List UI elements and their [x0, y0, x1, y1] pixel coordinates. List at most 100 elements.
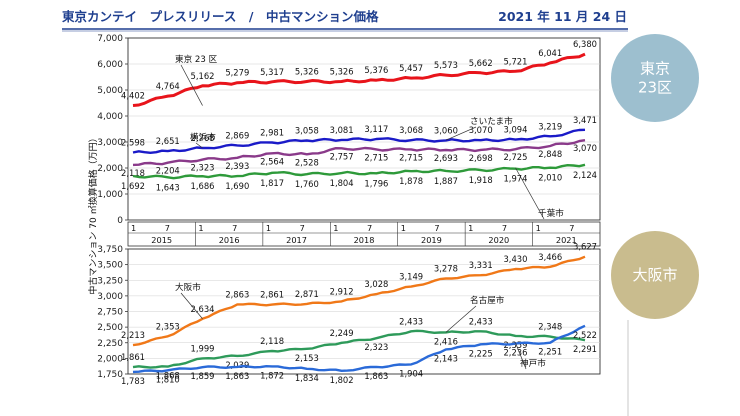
- data-label: 2,768: [191, 133, 215, 143]
- data-label: 1,690: [225, 181, 249, 191]
- data-label: 3,068: [399, 125, 423, 135]
- y-tick-label: 0: [117, 216, 123, 226]
- series-name-label: 神戸市: [520, 357, 546, 369]
- data-label: 1,643: [156, 182, 180, 192]
- data-label: 2,861: [260, 290, 284, 300]
- series-line: [132, 329, 586, 369]
- y-tick-label: 2,750: [97, 308, 123, 318]
- data-label: 2,715: [399, 152, 423, 162]
- series-line: [132, 163, 586, 180]
- data-label: 2,353: [156, 321, 180, 331]
- data-label: 5,162: [191, 71, 215, 81]
- data-label: 2,848: [538, 149, 562, 159]
- data-label: 2,715: [364, 152, 388, 162]
- data-label: 2,118: [121, 168, 145, 178]
- data-label: 3,060: [434, 125, 458, 135]
- series-name-label: さいたま市: [470, 115, 513, 127]
- x-month-tick: 7: [434, 223, 439, 233]
- data-label: 3,058: [295, 125, 319, 135]
- data-label: 5,662: [469, 58, 493, 68]
- data-label: 1,760: [295, 179, 319, 189]
- data-label: 2,348: [538, 322, 562, 332]
- data-label: 1,974: [503, 174, 527, 184]
- y-tick-label: 2,000: [97, 354, 123, 364]
- data-label: 3,094: [503, 125, 527, 135]
- region-badge-text: 大阪市: [632, 266, 677, 284]
- region-badge-text: 東京: [640, 60, 670, 78]
- data-label: 1,904: [399, 368, 423, 378]
- data-label: 2,039: [225, 360, 249, 370]
- data-label: 4,764: [156, 81, 180, 91]
- data-label: 3,466: [538, 252, 562, 262]
- data-label: 3,627: [573, 242, 597, 252]
- data-label: 2,416: [434, 336, 458, 346]
- y-tick-label: 2,250: [97, 339, 123, 349]
- data-label: 2,564: [260, 156, 284, 166]
- data-label: 2,522: [573, 330, 597, 340]
- x-month-tick: 7: [300, 223, 305, 233]
- data-label: 2,249: [330, 328, 354, 338]
- y-tick-label: 3,000: [97, 138, 123, 148]
- data-label: 2,634: [191, 304, 215, 314]
- data-label: 5,326: [330, 67, 354, 77]
- region-badge-text: 23区: [638, 79, 672, 97]
- series-line: [132, 128, 586, 154]
- data-label: 1,887: [434, 176, 458, 186]
- data-label: 3,471: [573, 115, 597, 125]
- data-label: 3,070: [469, 125, 493, 135]
- series-callout-line: [180, 292, 203, 319]
- y-tick-label: 6,000: [97, 60, 123, 70]
- series-name-label: 横浜市: [190, 131, 216, 143]
- data-label: 5,279: [225, 68, 249, 78]
- data-label: 2,598: [121, 137, 145, 147]
- data-label: 2,153: [295, 353, 319, 363]
- y-tick-label: 3,750: [97, 245, 123, 255]
- data-label: 5,457: [399, 63, 423, 73]
- data-label: 6,041: [538, 48, 562, 58]
- x-year-label: 2017: [286, 235, 307, 245]
- x-month-tick: 1: [266, 223, 271, 233]
- x-month-tick: 1: [536, 223, 541, 233]
- data-label: 2,693: [434, 153, 458, 163]
- series-name-label: 名古屋市: [470, 294, 505, 306]
- data-label: 2,118: [260, 336, 284, 346]
- data-label: 2,651: [156, 136, 180, 146]
- data-label: 1,817: [260, 178, 284, 188]
- data-label: 2,225: [469, 348, 493, 358]
- data-label: 2,291: [573, 344, 597, 354]
- data-label: 2,912: [330, 286, 354, 296]
- x-month-tick: 1: [131, 223, 136, 233]
- y-tick-label: 5,000: [97, 86, 123, 96]
- data-label: 2,010: [538, 173, 562, 183]
- data-label: 1,686: [191, 181, 215, 191]
- x-month-tick: 1: [198, 223, 203, 233]
- data-label: 1,810: [156, 374, 180, 384]
- data-label: 2,323: [364, 342, 388, 352]
- data-label: 1,802: [330, 375, 354, 385]
- data-label: 2,359: [503, 340, 527, 350]
- data-label: 2,863: [225, 289, 249, 299]
- data-label: 5,573: [434, 60, 458, 70]
- y-tick-label: 1,750: [97, 370, 123, 380]
- x-axis-frame: [127, 221, 601, 247]
- region-badge: [611, 231, 699, 319]
- series-name-label: 千葉市: [538, 207, 564, 219]
- data-label: 1,804: [330, 178, 354, 188]
- panel-top: 0 1,000 2,000 3,000 4,000 5,000 6,000 7,000 4,40…: [97, 34, 601, 226]
- y-tick-label: 7,000: [97, 34, 123, 44]
- data-label: 1,918: [469, 175, 493, 185]
- data-label: 3,149: [399, 272, 423, 282]
- data-label: 2,393: [225, 161, 249, 171]
- y-tick-label: 3,250: [97, 276, 123, 286]
- series-callout-line: [515, 167, 545, 220]
- data-label: 3,331: [469, 260, 493, 270]
- data-label: 2,124: [573, 170, 597, 180]
- data-label: 5,326: [295, 67, 319, 77]
- data-label: 2,528: [295, 157, 319, 167]
- y-axis-label: 中古マンション 70 ㎡換算価格（万円）: [87, 133, 99, 294]
- data-label: 1,692: [121, 181, 145, 191]
- plot-frame: [127, 37, 601, 221]
- y-tick-label: 4,000: [97, 112, 123, 122]
- data-label: 3,028: [364, 279, 388, 289]
